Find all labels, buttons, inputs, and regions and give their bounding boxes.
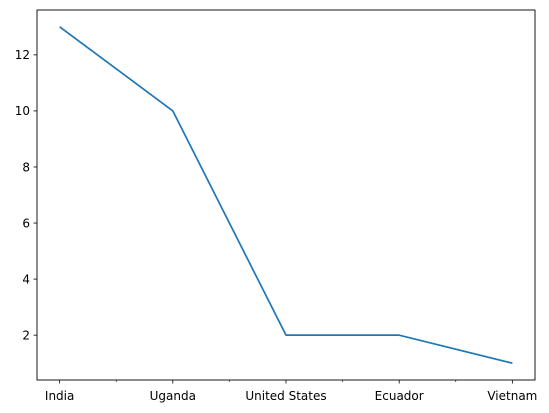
data-points xyxy=(59,26,513,364)
x-tick-label: United States xyxy=(245,389,326,403)
x-axis: India Uganda United States Ecuador Vietnam xyxy=(45,380,537,403)
x-tick-label: Vietnam xyxy=(487,389,537,403)
y-tick-label: 2 xyxy=(22,328,30,342)
y-tick-label: 12 xyxy=(15,48,30,62)
plot-frame xyxy=(36,9,536,381)
y-axis: 2 4 6 8 10 12 xyxy=(15,48,37,342)
y-tick-label: 8 xyxy=(22,160,30,174)
x-tick-label: Ecuador xyxy=(375,389,424,403)
y-tick-label: 4 xyxy=(22,272,30,286)
y-tick-label: 6 xyxy=(22,216,30,230)
x-tick-label: Uganda xyxy=(150,389,196,403)
y-tick-label: 10 xyxy=(15,104,30,118)
x-tick-label: India xyxy=(45,389,74,403)
